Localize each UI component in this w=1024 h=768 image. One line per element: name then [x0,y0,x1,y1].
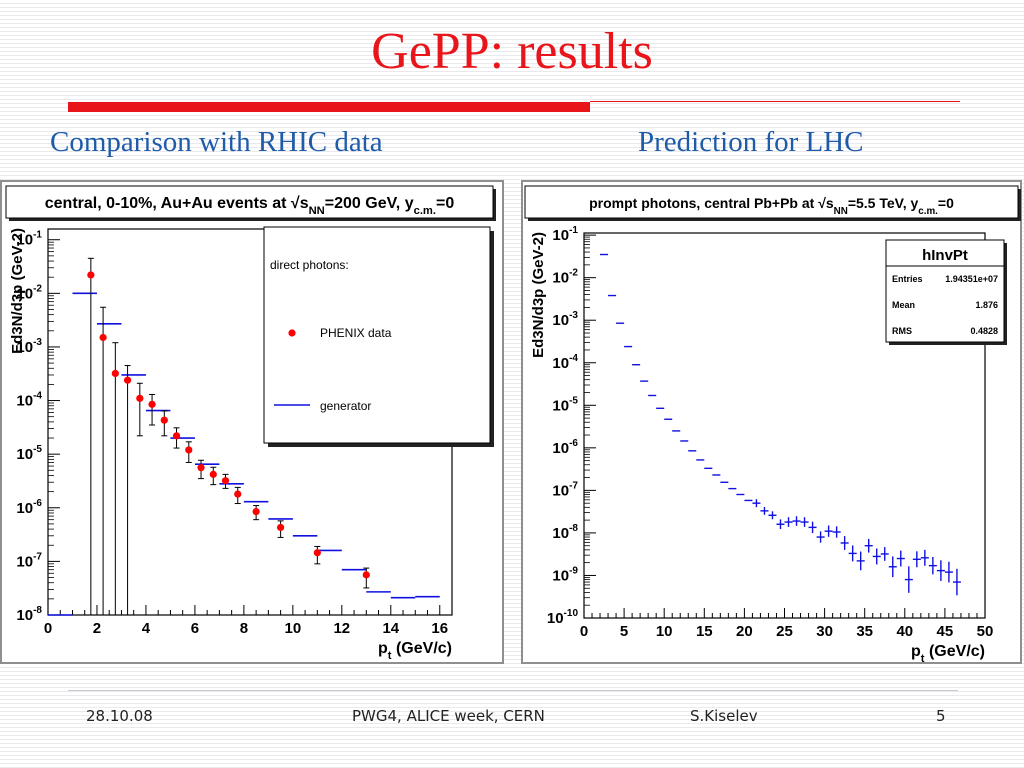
footer-page-number: 5 [936,707,946,725]
phenix-point [209,470,217,478]
phenix-point [221,477,230,485]
x-tick-label: 50 [977,623,994,640]
phenix-point [160,416,168,424]
x-tick-label: 15 [696,623,713,640]
title-box [524,185,1019,219]
x-tick-label: 20 [736,623,753,640]
y-tick-label: 10-5 [16,444,42,463]
y-tick-label: 10-8 [16,605,42,624]
phenix-point [123,376,132,384]
y-tick-label: 10-8 [552,523,578,542]
stats-value-entries: 1.94351e+07 [945,274,998,284]
phenix-point [252,507,260,516]
x-tick-label: 35 [856,623,873,640]
x-tick-label: 16 [431,620,448,637]
x-tick-label: 0 [44,620,52,637]
phenix-point [234,490,242,498]
x-tick-label: 12 [333,620,350,637]
phenix-point [148,400,156,408]
footer-author: S.Kiselev [690,707,758,725]
y-tick-label: 10-2 [552,268,578,287]
title-rule [590,101,960,102]
stats-label-mean: Mean [892,300,915,310]
x-tick-label: 45 [937,623,954,640]
legend-title: direct photons: [270,258,349,272]
legend-generator-label: generator [320,399,371,413]
phenix-point [136,394,144,402]
x-axis-label: pt (GeV/c) [911,643,985,665]
phenix-point [99,333,107,342]
phenix-point [277,523,285,532]
x-tick-label: 5 [620,623,628,640]
phenix-point [111,369,119,378]
chart-title: prompt photons, central Pb+Pb at √sNN=5.… [589,195,954,217]
stats-name: hInvPt [922,247,968,264]
x-tick-label: 25 [776,623,793,640]
x-tick-label: 2 [93,620,101,637]
stats-value-rms: 0.4828 [970,326,998,336]
y-tick-label: 10-1 [16,230,42,249]
x-tick-label: 14 [382,620,399,637]
y-axis-label: Ed3N/d3p (GeV-2) [9,228,26,354]
title-box [5,185,494,219]
legend-phenix-marker [288,329,296,337]
y-tick-label: 10-1 [552,225,578,244]
lhc-prediction-chart: prompt photons, central Pb+Pb at √sNN=5.… [521,180,1022,665]
y-tick-label: 10-7 [552,480,578,499]
stats-value-mean: 1.876 [975,300,998,310]
x-tick-label: 6 [191,620,199,637]
phenix-point [197,464,205,472]
legend-phenix-label: PHENIX data [320,326,392,340]
footer-divider [68,690,958,691]
x-tick-label: 10 [285,620,302,637]
y-tick-label: 10-5 [552,395,578,414]
y-tick-label: 10-9 [552,565,578,584]
x-tick-label: 10 [656,623,673,640]
y-tick-label: 10-3 [552,310,578,329]
stats-label-entries: Entries [892,274,923,284]
phenix-point [362,571,370,579]
stats-box [885,239,1005,343]
legend-box [263,226,491,444]
y-tick-label: 10-3 [16,337,42,356]
y-tick-label: 10-10 [547,608,579,627]
x-tick-label: 8 [240,620,248,637]
phenix-point [87,271,95,279]
left-subtitle: Comparison with RHIC data [50,126,383,158]
y-axis-label: Ed3N/d3p (GeV-2) [530,232,547,358]
phenix-point [313,549,321,557]
phenix-point [172,432,181,440]
stats-label-rms: RMS [892,326,912,336]
right-subtitle: Prediction for LHC [638,126,864,158]
y-tick-label: 10-6 [552,438,578,457]
x-tick-label: 30 [816,623,833,640]
y-tick-label: 10-6 [16,498,42,517]
chart-title: central, 0-10%, Au+Au events at √sNN=200… [45,195,455,217]
x-tick-label: 4 [142,620,151,637]
y-tick-label: 10-2 [16,283,42,302]
y-tick-label: 10-4 [552,353,578,372]
footer-event: PWG4, ALICE week, CERN [352,707,545,725]
phenix-point [185,446,193,454]
title-underline [68,102,590,112]
x-tick-label: 40 [896,623,913,640]
y-tick-label: 10-7 [16,551,42,570]
y-tick-label: 10-4 [16,391,42,410]
x-tick-label: 0 [580,623,588,640]
slide-title: GePP: results [371,23,653,80]
x-axis-label: pt (GeV/c) [378,640,452,662]
footer-date: 28.10.08 [86,707,153,725]
rhic-comparison-chart: central, 0-10%, Au+Au events at √sNN=200… [0,180,504,664]
